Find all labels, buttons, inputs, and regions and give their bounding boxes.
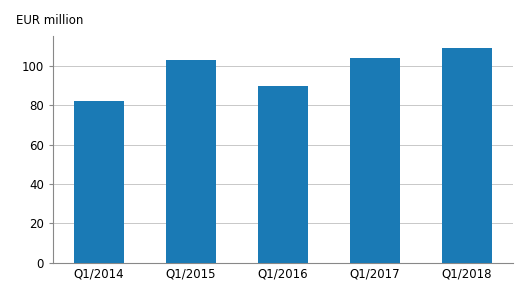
Bar: [350, 58, 400, 263]
Bar: [258, 86, 308, 263]
Bar: [74, 101, 124, 263]
Bar: [166, 60, 216, 263]
Text: EUR million: EUR million: [16, 14, 84, 27]
Bar: [442, 48, 492, 263]
